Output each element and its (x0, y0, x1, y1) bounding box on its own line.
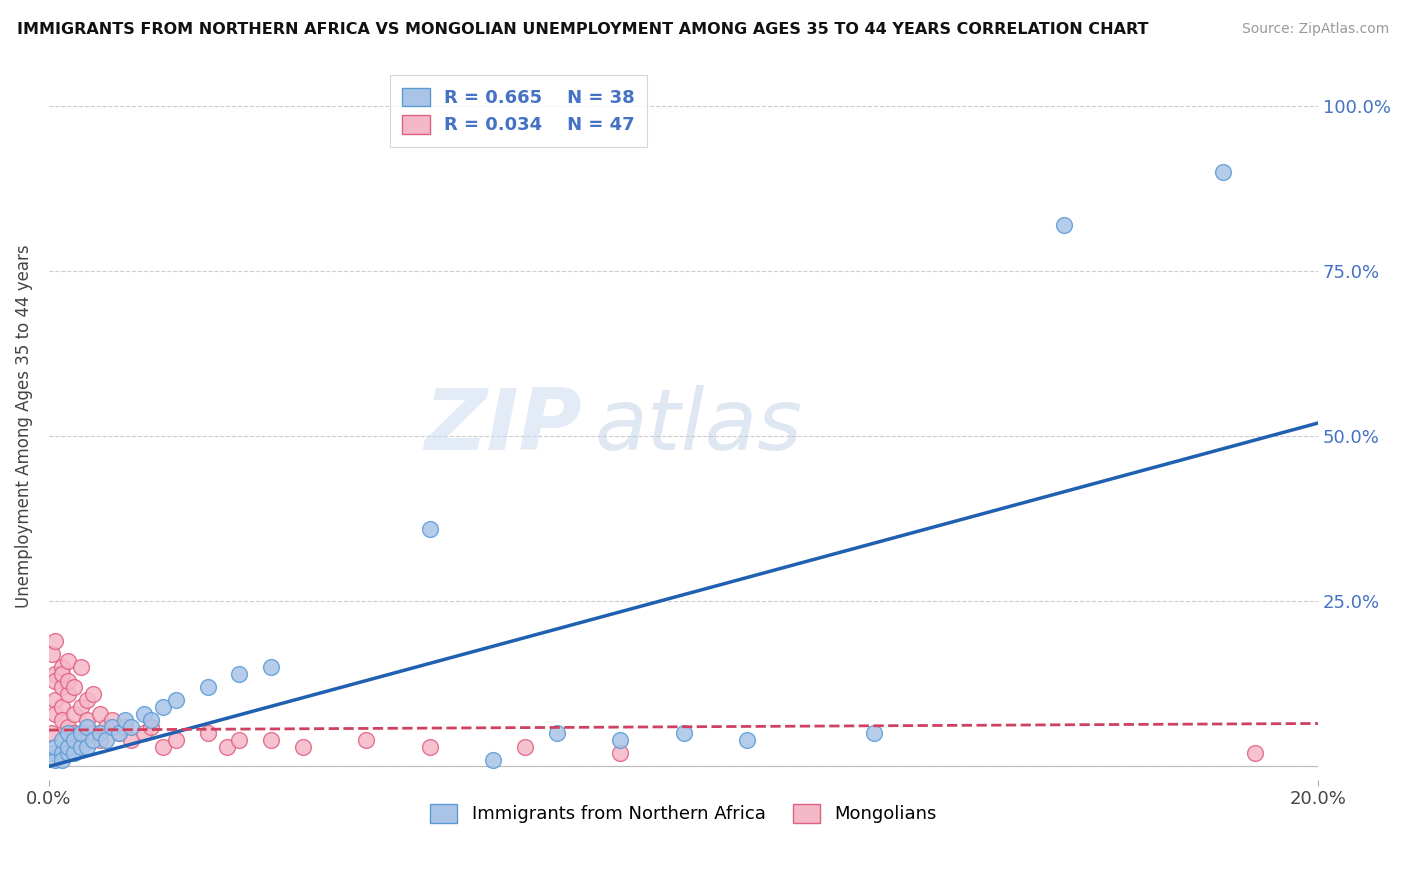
Point (76, 720, 98, 734)
Point (260, 733, 283, 747)
Point (121, 720, 143, 734)
Point (56, 720, 79, 734)
Point (419, 739, 441, 754)
Point (197, 726, 219, 740)
Point (56, 746, 79, 760)
Point (1053, 218, 1076, 232)
Point (56, 654, 79, 668)
Point (546, 726, 568, 740)
Point (51, 733, 73, 747)
Point (134, 706, 156, 721)
Text: IMMIGRANTS FROM NORTHERN AFRICA VS MONGOLIAN UNEMPLOYMENT AMONG AGES 35 TO 44 YE: IMMIGRANTS FROM NORTHERN AFRICA VS MONGO… (17, 22, 1149, 37)
Point (56, 726, 79, 740)
Point (63, 746, 86, 760)
Point (56, 673, 79, 688)
Point (51, 753, 73, 767)
Point (101, 713, 124, 727)
Point (41, 746, 63, 760)
Point (356, 733, 378, 747)
Point (101, 720, 124, 734)
Point (94, 733, 117, 747)
Point (51, 667, 73, 681)
Text: ZIP: ZIP (425, 384, 582, 467)
Point (513, 739, 536, 754)
Point (114, 720, 136, 734)
Point (165, 733, 187, 747)
Point (69, 660, 91, 674)
Point (165, 693, 187, 707)
Y-axis label: Unemployment Among Ages 35 to 44 years: Unemployment Among Ages 35 to 44 years (15, 244, 32, 608)
Point (139, 720, 162, 734)
Point (228, 733, 250, 747)
Point (44, 667, 66, 681)
Point (69, 726, 91, 740)
Point (63, 726, 86, 740)
Text: atlas: atlas (595, 384, 803, 467)
Point (139, 713, 162, 727)
Point (215, 739, 238, 754)
Point (51, 680, 73, 694)
Point (51, 746, 73, 760)
Point (1212, 165, 1234, 179)
Point (1243, 746, 1265, 760)
Point (82, 726, 104, 740)
Point (107, 726, 129, 740)
Point (89, 706, 111, 721)
Point (69, 739, 91, 754)
Point (44, 706, 66, 721)
Point (44, 693, 66, 707)
Point (69, 700, 91, 714)
Point (482, 753, 505, 767)
Point (89, 726, 111, 740)
Point (82, 733, 104, 747)
Point (56, 687, 79, 701)
Point (51, 700, 73, 714)
Point (44, 753, 66, 767)
Legend: Immigrants from Northern Africa, Mongolians: Immigrants from Northern Africa, Mongoli… (419, 793, 948, 834)
Point (51, 713, 73, 727)
Point (94, 720, 117, 734)
Point (291, 739, 314, 754)
Point (152, 739, 174, 754)
Point (44, 634, 66, 648)
Point (260, 660, 283, 674)
Point (44, 739, 66, 754)
Point (76, 693, 98, 707)
Point (56, 739, 79, 754)
Point (735, 733, 758, 747)
Point (152, 700, 174, 714)
Point (114, 713, 136, 727)
Point (82, 687, 104, 701)
Point (39, 726, 62, 740)
Point (228, 667, 250, 681)
Point (609, 733, 631, 747)
Point (76, 739, 98, 754)
Point (63, 706, 86, 721)
Point (76, 713, 98, 727)
Point (89, 733, 111, 747)
Point (69, 733, 91, 747)
Point (44, 673, 66, 688)
Point (107, 726, 129, 740)
Point (63, 680, 86, 694)
Point (863, 726, 886, 740)
Point (63, 733, 86, 747)
Text: Source: ZipAtlas.com: Source: ZipAtlas.com (1241, 22, 1389, 37)
Point (197, 680, 219, 694)
Point (609, 746, 631, 760)
Point (134, 726, 156, 740)
Point (419, 522, 441, 536)
Point (672, 726, 695, 740)
Point (121, 733, 143, 747)
Point (51, 660, 73, 674)
Point (41, 647, 63, 661)
